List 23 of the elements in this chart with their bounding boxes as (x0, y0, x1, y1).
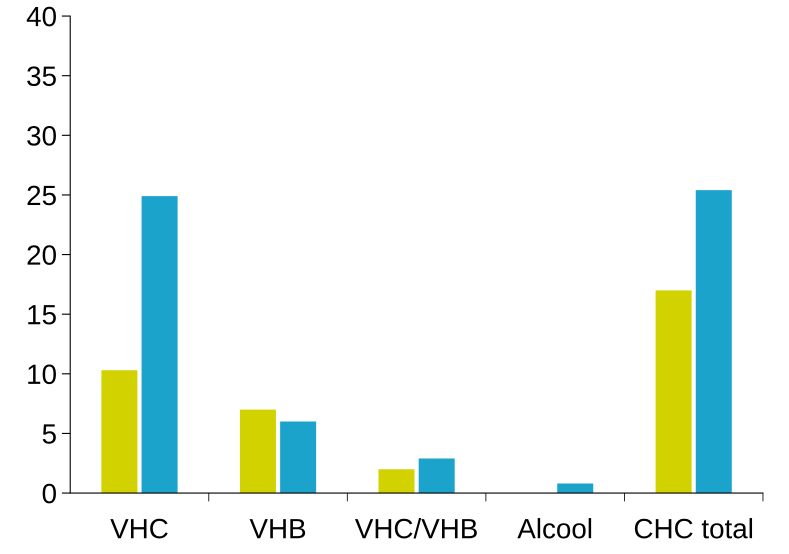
bar (240, 410, 276, 494)
x-tick-label: Alcool (517, 518, 592, 538)
bar (101, 370, 138, 494)
bar (557, 484, 594, 494)
bar (142, 196, 178, 494)
x-tick-label: VHC/VHB (354, 518, 477, 538)
y-tick-label: 35 (27, 66, 56, 86)
y-tick-label: 20 (28, 245, 56, 265)
bar (418, 458, 455, 494)
x-tick-label: CHC total (634, 518, 752, 538)
y-tick-label: 30 (27, 126, 56, 146)
y-tick-label: 10 (28, 364, 56, 384)
y-tick-label: 15 (28, 305, 56, 325)
y-tick-label: 25 (28, 186, 56, 206)
y-tick-label: 0 (42, 484, 56, 504)
y-tick-label: 40 (26, 6, 56, 26)
bar (280, 422, 316, 494)
bar (656, 290, 692, 494)
bar (696, 190, 732, 494)
x-tick-label: VHB (250, 519, 306, 538)
y-tick-label: 5 (42, 424, 56, 444)
x-tick-label: VHC (110, 518, 168, 538)
bar (378, 469, 415, 494)
